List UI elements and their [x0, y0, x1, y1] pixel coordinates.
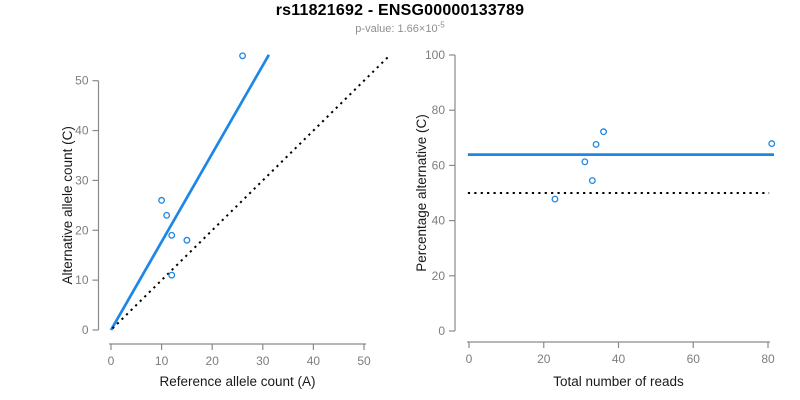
data-point — [158, 196, 166, 204]
y-tick-label: 30 — [75, 173, 89, 187]
y-tick-label: 50 — [75, 74, 89, 88]
y-tick-label: 100 — [425, 48, 445, 62]
x-tick-label: 50 — [357, 354, 371, 368]
x-tick-label: 0 — [466, 352, 473, 366]
y-axis-title: Percentage alternative (C) — [414, 114, 429, 272]
data-point — [183, 236, 191, 244]
y-tick-label: 60 — [432, 158, 446, 172]
data-point — [581, 158, 589, 166]
y-tick-label: 40 — [432, 214, 446, 228]
data-point — [551, 195, 559, 203]
x-tick-label: 0 — [108, 354, 115, 368]
data-point — [768, 140, 776, 148]
y-tick-label: 20 — [432, 269, 446, 283]
x-tick-label: 10 — [155, 354, 169, 368]
identity-line — [111, 56, 389, 330]
percentage-reads-scatter-panel: 0 20 40 60 80 100 0 20 40 60 80 Total number of rea… — [414, 48, 776, 389]
y-tick-label: 80 — [432, 103, 446, 117]
data-point — [600, 128, 607, 136]
y-tick-label: 10 — [75, 273, 89, 287]
y-tick-label: 20 — [75, 223, 89, 237]
data-point — [588, 177, 596, 185]
data-point — [592, 140, 600, 148]
x-tick-label: 40 — [612, 352, 626, 366]
x-tick-label: 60 — [687, 352, 701, 366]
x-tick-label: 20 — [206, 354, 220, 368]
x-tick-label: 40 — [307, 354, 321, 368]
y-tick-label: 0 — [82, 323, 89, 337]
x-axis-title: Reference allele count (A) — [159, 374, 315, 389]
data-point — [168, 231, 176, 239]
y-tick-label: 40 — [75, 124, 89, 138]
data-point — [163, 211, 171, 219]
x-tick-label: 20 — [537, 352, 551, 366]
data-point — [239, 52, 247, 60]
y-tick-label: 0 — [438, 324, 445, 338]
allele-count-scatter-panel: 0 10 20 30 40 50 0 10 20 30 40 50 Reference allele c… — [60, 52, 389, 389]
x-tick-label: 80 — [761, 352, 775, 366]
x-tick-label: 30 — [256, 354, 270, 368]
y-axis-title: Alternative allele count (C) — [60, 126, 75, 284]
x-axis-title: Total number of reads — [553, 374, 684, 389]
fit-line — [109, 54, 271, 331]
data-point — [168, 271, 176, 279]
